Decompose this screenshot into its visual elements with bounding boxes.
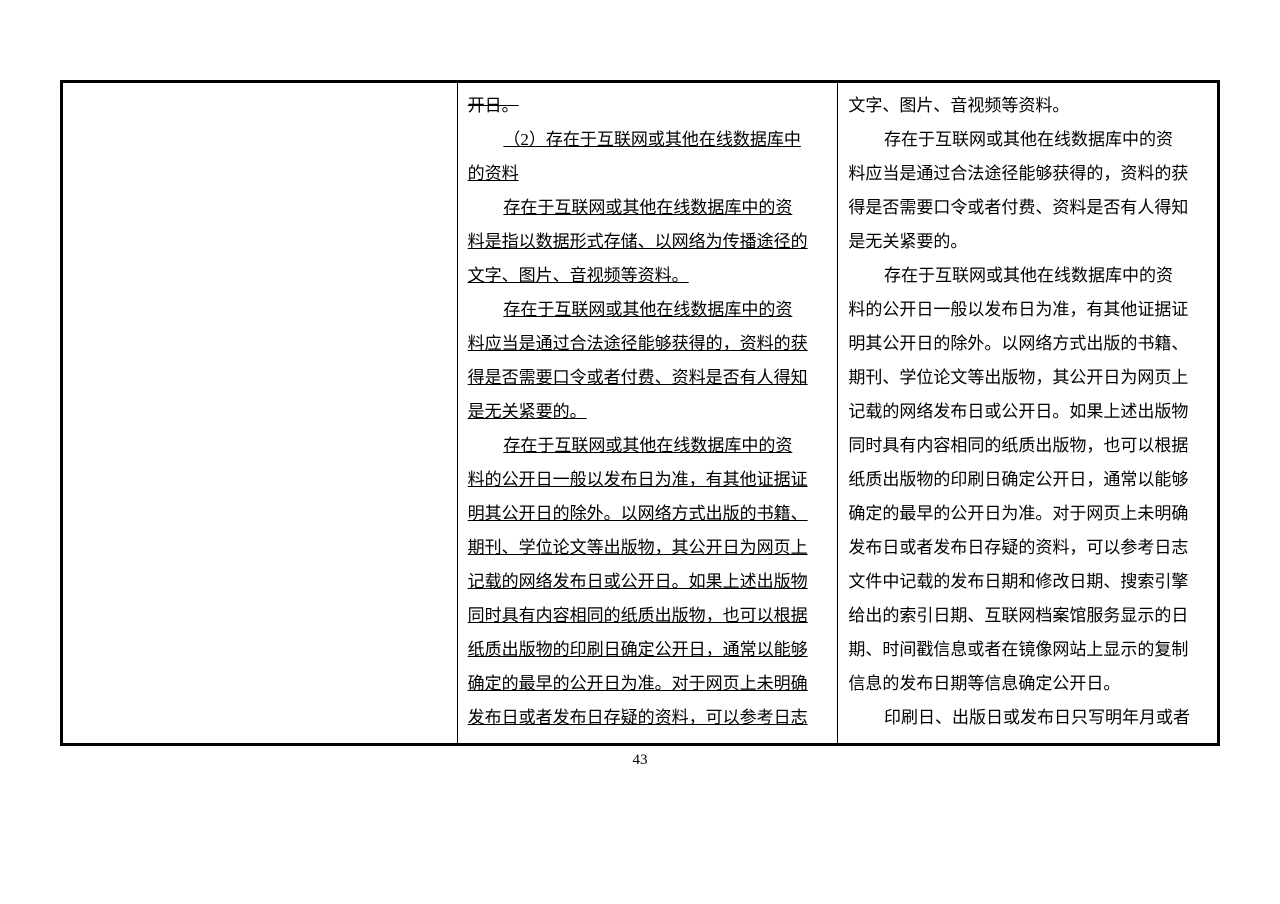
text-line: 存在于互联网或其他在线数据库中的资 [848, 123, 1207, 157]
text-line: 料是指以数据形式存储、以网络为传播途径的 [468, 225, 828, 259]
text-line: 记载的网络发布日或公开日。如果上述出版物 [848, 395, 1207, 429]
body-text: 料应当是通过合法途径能够获得的，资料的获 [848, 164, 1188, 183]
text-line: 料应当是通过合法途径能够获得的，资料的获 [468, 327, 828, 361]
body-text: 明其公开日的除外。以网络方式出版的书籍、 [848, 334, 1188, 353]
text-line: 印刷日、出版日或发布日只写明年月或者 [848, 701, 1207, 735]
text-line: 的资料 [468, 157, 828, 191]
text-line: 纸质出版物的印刷日确定公开日，通常以能够 [848, 463, 1207, 497]
text-line: 发布日或者发布日存疑的资料，可以参考日志 [848, 531, 1207, 565]
text-line: 确定的最早的公开日为准。对于网页上未明确 [468, 667, 828, 701]
underline-text: 纸质出版物的印刷日确定公开日，通常以能够 [468, 640, 808, 659]
underline-text: 确定的最早的公开日为准。对于网页上未明确 [468, 674, 808, 693]
text-line: 记载的网络发布日或公开日。如果上述出版物 [468, 565, 828, 599]
body-text: 存在于互联网或其他在线数据库中的资 [884, 266, 1173, 285]
text-line: 存在于互联网或其他在线数据库中的资 [848, 259, 1207, 293]
underline-text: 文字、图片、音视频等资料。 [468, 266, 689, 285]
underline-text: 存在于互联网或其他在线数据库中的资 [503, 300, 792, 319]
text-line: 存在于互联网或其他在线数据库中的资 [468, 293, 828, 327]
body-text: 料的公开日一般以发布日为准，有其他证据证 [848, 300, 1188, 319]
body-text: 给出的索引日期、互联网档案馆服务显示的日 [848, 606, 1188, 625]
body-text: 文件中记载的发布日期和修改日期、搜索引擎 [848, 572, 1188, 591]
text-line: 料的公开日一般以发布日为准，有其他证据证 [468, 463, 828, 497]
underline-text: 期刊、学位论文等出版物，其公开日为网页上 [468, 538, 808, 557]
underline-text: 存在于互联网或其他在线数据库中的资 [503, 198, 792, 217]
text-line: 同时具有内容相同的纸质出版物，也可以根据 [848, 429, 1207, 463]
cell-right: 文字、图片、音视频等资料。 存在于互联网或其他在线数据库中的资 料应当是通过合法… [838, 82, 1219, 745]
text-line: 存在于互联网或其他在线数据库中的资 [468, 429, 828, 463]
body-text: 文字、图片、音视频等资料。 [848, 96, 1069, 115]
text-line: 期刊、学位论文等出版物，其公开日为网页上 [848, 361, 1207, 395]
text-line: 纸质出版物的印刷日确定公开日，通常以能够 [468, 633, 828, 667]
page-number: 43 [60, 752, 1220, 769]
underline-text: 同时具有内容相同的纸质出版物，也可以根据 [468, 606, 808, 625]
text-line: 得是否需要口令或者付费、资料是否有人得知 [468, 361, 828, 395]
underline-text: 明其公开日的除外。以网络方式出版的书籍、 [468, 504, 808, 523]
underline-text: （2）存在于互联网或其他在线数据库中 [503, 130, 801, 149]
text-line: 信息的发布日期等信息确定公开日。 [848, 667, 1207, 701]
body-text: 得是否需要口令或者付费、资料是否有人得知 [848, 198, 1188, 217]
text-line: 期、时间戳信息或者在镜像网站上显示的复制 [848, 633, 1207, 667]
body-text: 信息的发布日期等信息确定公开日。 [848, 674, 1120, 693]
text-line: 是无关紧要的。 [468, 395, 828, 429]
underline-text: 料是指以数据形式存储、以网络为传播途径的 [468, 232, 808, 251]
underline-text: 记载的网络发布日或公开日。如果上述出版物 [468, 572, 808, 591]
text-line: 是无关紧要的。 [848, 225, 1207, 259]
table-row: 开日。 （2）存在于互联网或其他在线数据库中 的资料 存在于互联网或其他在线数据… [62, 82, 1219, 745]
text-line: 给出的索引日期、互联网档案馆服务显示的日 [848, 599, 1207, 633]
body-text: 期刊、学位论文等出版物，其公开日为网页上 [848, 368, 1188, 387]
body-text: 确定的最早的公开日为准。对于网页上未明确 [848, 504, 1188, 523]
underline-text: 的资料 [468, 164, 519, 183]
text-line: 料应当是通过合法途径能够获得的，资料的获 [848, 157, 1207, 191]
text-line: 明其公开日的除外。以网络方式出版的书籍、 [468, 497, 828, 531]
text-line: 开日。 [468, 89, 828, 123]
text-line: 文字、图片、音视频等资料。 [848, 89, 1207, 123]
text-line: 存在于互联网或其他在线数据库中的资 [468, 191, 828, 225]
body-text: 发布日或者发布日存疑的资料，可以参考日志 [848, 538, 1188, 557]
underline-text: 料的公开日一般以发布日为准，有其他证据证 [468, 470, 808, 489]
cell-middle: 开日。 （2）存在于互联网或其他在线数据库中 的资料 存在于互联网或其他在线数据… [457, 82, 838, 745]
strike-text: 开日。 [468, 96, 519, 115]
body-text: 同时具有内容相同的纸质出版物，也可以根据 [848, 436, 1188, 455]
body-text: 记载的网络发布日或公开日。如果上述出版物 [848, 402, 1188, 421]
text-line: 得是否需要口令或者付费、资料是否有人得知 [848, 191, 1207, 225]
body-text: 期、时间戳信息或者在镜像网站上显示的复制 [848, 640, 1188, 659]
text-line: 明其公开日的除外。以网络方式出版的书籍、 [848, 327, 1207, 361]
text-line: （2）存在于互联网或其他在线数据库中 [468, 123, 828, 157]
underline-text: 是无关紧要的。 [468, 402, 587, 421]
body-text: 印刷日、出版日或发布日只写明年月或者 [884, 708, 1190, 727]
underline-text: 存在于互联网或其他在线数据库中的资 [503, 436, 792, 455]
cell-left [62, 82, 458, 745]
underline-text: 发布日或者发布日存疑的资料，可以参考日志 [468, 708, 808, 727]
underline-text: 料应当是通过合法途径能够获得的，资料的获 [468, 334, 808, 353]
text-line: 料的公开日一般以发布日为准，有其他证据证 [848, 293, 1207, 327]
underline-text: 得是否需要口令或者付费、资料是否有人得知 [468, 368, 808, 387]
text-line: 文件中记载的发布日期和修改日期、搜索引擎 [848, 565, 1207, 599]
document-table: 开日。 （2）存在于互联网或其他在线数据库中 的资料 存在于互联网或其他在线数据… [60, 80, 1220, 746]
text-line: 同时具有内容相同的纸质出版物，也可以根据 [468, 599, 828, 633]
body-text: 纸质出版物的印刷日确定公开日，通常以能够 [848, 470, 1188, 489]
text-line: 文字、图片、音视频等资料。 [468, 259, 828, 293]
text-line: 期刊、学位论文等出版物，其公开日为网页上 [468, 531, 828, 565]
text-line: 确定的最早的公开日为准。对于网页上未明确 [848, 497, 1207, 531]
body-text: 是无关紧要的。 [848, 232, 967, 251]
body-text: 存在于互联网或其他在线数据库中的资 [884, 130, 1173, 149]
text-line: 发布日或者发布日存疑的资料，可以参考日志 [468, 701, 828, 735]
